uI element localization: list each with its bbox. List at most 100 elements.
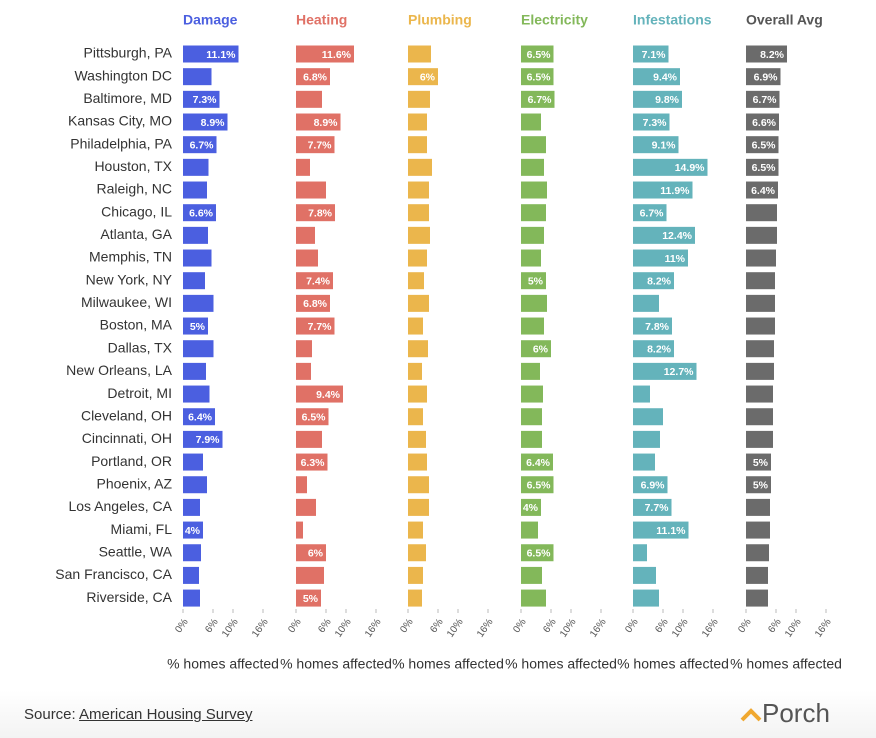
- bar: [408, 272, 424, 290]
- category-label: Pittsburgh, PA: [84, 45, 173, 61]
- bar: [183, 340, 214, 358]
- x-axis-label: % homes affected: [280, 656, 392, 672]
- value-label: 12.4%: [662, 230, 692, 242]
- value-label: 7.3%: [643, 117, 668, 129]
- value-label: 6.5%: [527, 548, 552, 560]
- bar: [633, 181, 693, 199]
- bar: [183, 589, 200, 607]
- value-label: 9.4%: [316, 389, 341, 401]
- value-label: 6.5%: [752, 162, 777, 174]
- category-label: Washington DC: [74, 67, 172, 83]
- bar: [183, 113, 228, 131]
- bar: [183, 408, 215, 426]
- value-label: 8.9%: [201, 117, 226, 129]
- bar: [296, 249, 318, 267]
- category-label: Kansas City, MO: [68, 113, 172, 129]
- x-tick-label: 16%: [250, 617, 271, 640]
- bar: [408, 566, 423, 584]
- bar: [746, 45, 787, 63]
- bar: [633, 68, 680, 86]
- bar: [746, 68, 781, 86]
- bar: [296, 113, 341, 131]
- bar: [633, 544, 647, 562]
- bar: [521, 453, 553, 471]
- bar: [746, 113, 779, 131]
- bar: [633, 476, 668, 494]
- bar: [183, 317, 208, 335]
- x-axis-label: % homes affected: [167, 656, 279, 672]
- category-label: Memphis, TN: [89, 249, 172, 265]
- bar: [408, 204, 429, 222]
- bar: [746, 181, 778, 199]
- category-label: Houston, TX: [94, 158, 172, 174]
- bar: [633, 90, 682, 108]
- bar: [746, 362, 774, 380]
- value-label: 5%: [753, 457, 769, 469]
- value-label: 11.1%: [206, 49, 236, 61]
- panel-title: Damage: [183, 12, 238, 28]
- category-label: Riverside, CA: [86, 589, 172, 605]
- bar: [296, 521, 303, 539]
- bar: [408, 362, 422, 380]
- value-label: 4%: [523, 502, 539, 514]
- bar: [746, 544, 769, 562]
- value-label: 9.1%: [652, 139, 677, 151]
- bar: [521, 158, 544, 176]
- bar: [633, 226, 695, 244]
- bar: [408, 226, 430, 244]
- bar: [296, 226, 315, 244]
- value-label: 6.7%: [640, 207, 665, 219]
- bar: [746, 226, 777, 244]
- bar: [296, 340, 312, 358]
- bar: [633, 385, 650, 403]
- bar: [521, 521, 538, 539]
- x-tick-label: 16%: [700, 617, 721, 640]
- value-label: 6%: [533, 343, 549, 355]
- value-label: 11%: [665, 253, 686, 265]
- bar: [296, 45, 354, 63]
- bar: [408, 589, 422, 607]
- value-label: 4%: [185, 525, 201, 537]
- source-link[interactable]: American Housing Survey: [79, 706, 253, 723]
- bar: [183, 362, 206, 380]
- bar: [296, 362, 311, 380]
- category-label: Milwaukee, WI: [81, 294, 172, 310]
- bar: [746, 340, 774, 358]
- bar: [408, 385, 427, 403]
- bar: [408, 521, 423, 539]
- bar: [408, 136, 427, 154]
- bar: [521, 90, 555, 108]
- bar: [521, 498, 541, 516]
- bar: [521, 317, 544, 335]
- bar: [746, 430, 773, 448]
- bar: [521, 45, 554, 63]
- category-label: Portland, OR: [91, 453, 172, 469]
- bar: [408, 90, 430, 108]
- value-label: 11.1%: [656, 525, 686, 537]
- bar: [408, 317, 423, 335]
- value-label: 11.6%: [322, 49, 352, 61]
- bar: [408, 113, 427, 131]
- bar: [183, 385, 210, 403]
- bar: [633, 136, 679, 154]
- bar: [746, 317, 775, 335]
- x-tick-label: 10%: [333, 617, 354, 640]
- bar: [183, 521, 203, 539]
- bar: [521, 113, 541, 131]
- bar: [633, 521, 689, 539]
- bar: [521, 204, 546, 222]
- bar: [296, 90, 322, 108]
- x-axis-label: % homes affected: [505, 656, 617, 672]
- bar: [183, 566, 199, 584]
- bar: [408, 453, 427, 471]
- bar: [183, 90, 220, 108]
- bar: [408, 249, 427, 267]
- bar: [183, 181, 207, 199]
- category-label: Phoenix, AZ: [97, 475, 173, 491]
- value-label: 9.4%: [653, 71, 678, 83]
- x-tick-label: 16%: [363, 617, 384, 640]
- value-label: 8.2%: [647, 343, 672, 355]
- value-label: 7.1%: [642, 49, 667, 61]
- bar: [746, 566, 768, 584]
- value-label: 5%: [190, 321, 206, 333]
